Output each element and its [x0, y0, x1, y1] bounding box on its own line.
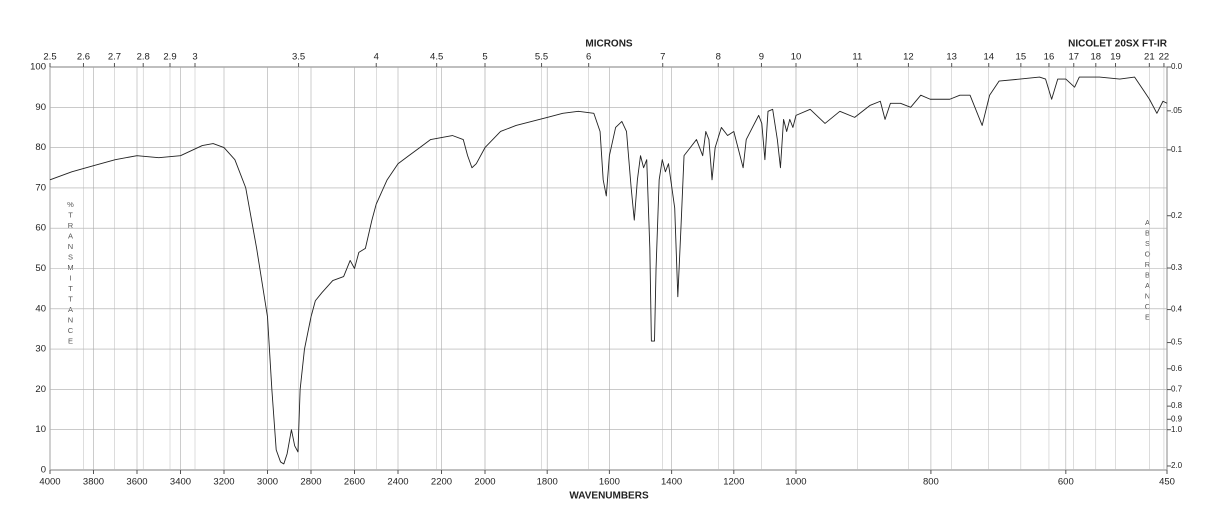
y2-tick-label: 0.2: [1171, 211, 1183, 220]
x-tick-label: 800: [923, 477, 939, 488]
y2-tick-label: 0.5: [1171, 338, 1183, 347]
y2-tick-label: 0.1: [1171, 145, 1183, 154]
y-tick-label: 60: [35, 223, 46, 234]
y-tick-label: 20: [35, 384, 46, 395]
x-tick-label: 600: [1058, 477, 1074, 488]
y-axis-title: %TRANSMITTANCE: [66, 200, 75, 347]
x2-tick-label: 6: [586, 52, 591, 63]
x2-tick-label: 13: [946, 52, 957, 63]
y2-tick-label: 0.9: [1171, 414, 1183, 423]
chart-title: NICOLET 20SX FT-IR: [1068, 39, 1168, 50]
x-tick-label: 2000: [474, 477, 495, 488]
x-tick-label: 1400: [661, 477, 682, 488]
y-tick-label: 100: [30, 62, 46, 73]
x2-tick-label: 19: [1110, 52, 1121, 63]
x2-tick-label: 16: [1044, 52, 1055, 63]
x-tick-label: 450: [1159, 477, 1175, 488]
y2-tick-label: 0.3: [1171, 263, 1183, 272]
x2-tick-label: 3.5: [292, 52, 305, 63]
x2-tick-label: 8: [716, 52, 721, 63]
x2-tick-label: 4.5: [430, 52, 443, 63]
y2-tick-label: 0.7: [1171, 385, 1183, 394]
x-tick-label: 3400: [170, 477, 191, 488]
x2-tick-label: 2.6: [77, 52, 90, 63]
y2-tick-label: 0.8: [1171, 401, 1183, 410]
y-tick-label: 50: [35, 263, 46, 274]
x2-tick-label: 2.5: [43, 52, 56, 63]
y-tick-label: 80: [35, 142, 46, 153]
y2-tick-label: .05: [1171, 106, 1183, 115]
x-tick-label: 3200: [213, 477, 234, 488]
y2-axis-title: ABSORBANCE: [1143, 218, 1152, 323]
x2-tick-label: 10: [791, 52, 802, 63]
x2-tick-label: 2.8: [137, 52, 150, 63]
spectrum-line: [49, 76, 1168, 465]
x2-tick-label: 2.9: [163, 52, 176, 63]
x2-tick-label: 15: [1016, 52, 1027, 63]
x2-tick-label: 4: [374, 52, 379, 63]
x-tick-label: 2600: [344, 477, 365, 488]
y-tick-label: 40: [35, 303, 46, 314]
x2-tick-label: 22: [1159, 52, 1170, 63]
x-tick-label: 1200: [723, 477, 744, 488]
x2-axis-title: MICRONS: [585, 39, 633, 50]
y-tick-label: 10: [35, 424, 46, 435]
y-tick-label: 30: [35, 344, 46, 355]
y-tick-label: 90: [35, 102, 46, 113]
y2-tick-label: 0.6: [1171, 364, 1183, 373]
x2-tick-label: 3: [192, 52, 197, 63]
x-tick-label: 1600: [599, 477, 620, 488]
x-axis-title: WAVENUMBERS: [569, 491, 649, 502]
x-tick-label: 1000: [785, 477, 806, 488]
x-tick-label: 4000: [39, 477, 60, 488]
x2-tick-label: 14: [983, 52, 994, 63]
x2-tick-label: 17: [1068, 52, 1079, 63]
x-tick-label: 2200: [431, 477, 452, 488]
y2-tick-label: 0.4: [1171, 305, 1183, 314]
y2-tick-label: 2.0: [1171, 461, 1183, 470]
x-tick-label: 2800: [300, 477, 321, 488]
x2-tick-label: 5.5: [535, 52, 548, 63]
x2-tick-label: 11: [852, 52, 862, 63]
x2-tick-label: 9: [759, 52, 764, 63]
x-tick-label: 1800: [537, 477, 558, 488]
x2-tick-label: 2.7: [108, 52, 121, 63]
y2-tick-label: 1.0: [1171, 425, 1183, 434]
x2-tick-label: 5: [482, 52, 487, 63]
x-tick-label: 3600: [126, 477, 147, 488]
y-tick-label: 70: [35, 182, 46, 193]
x2-tick-label: 21: [1144, 52, 1155, 63]
x2-tick-label: 18: [1091, 52, 1102, 63]
x2-tick-label: 7: [660, 52, 665, 63]
y2-tick-label: 0.0: [1171, 62, 1183, 71]
x-tick-label: 2400: [387, 477, 408, 488]
x-tick-label: 3800: [83, 477, 104, 488]
x-tick-label: 3000: [257, 477, 278, 488]
y-tick-label: 0: [41, 465, 46, 476]
x2-tick-label: 12: [903, 52, 914, 63]
